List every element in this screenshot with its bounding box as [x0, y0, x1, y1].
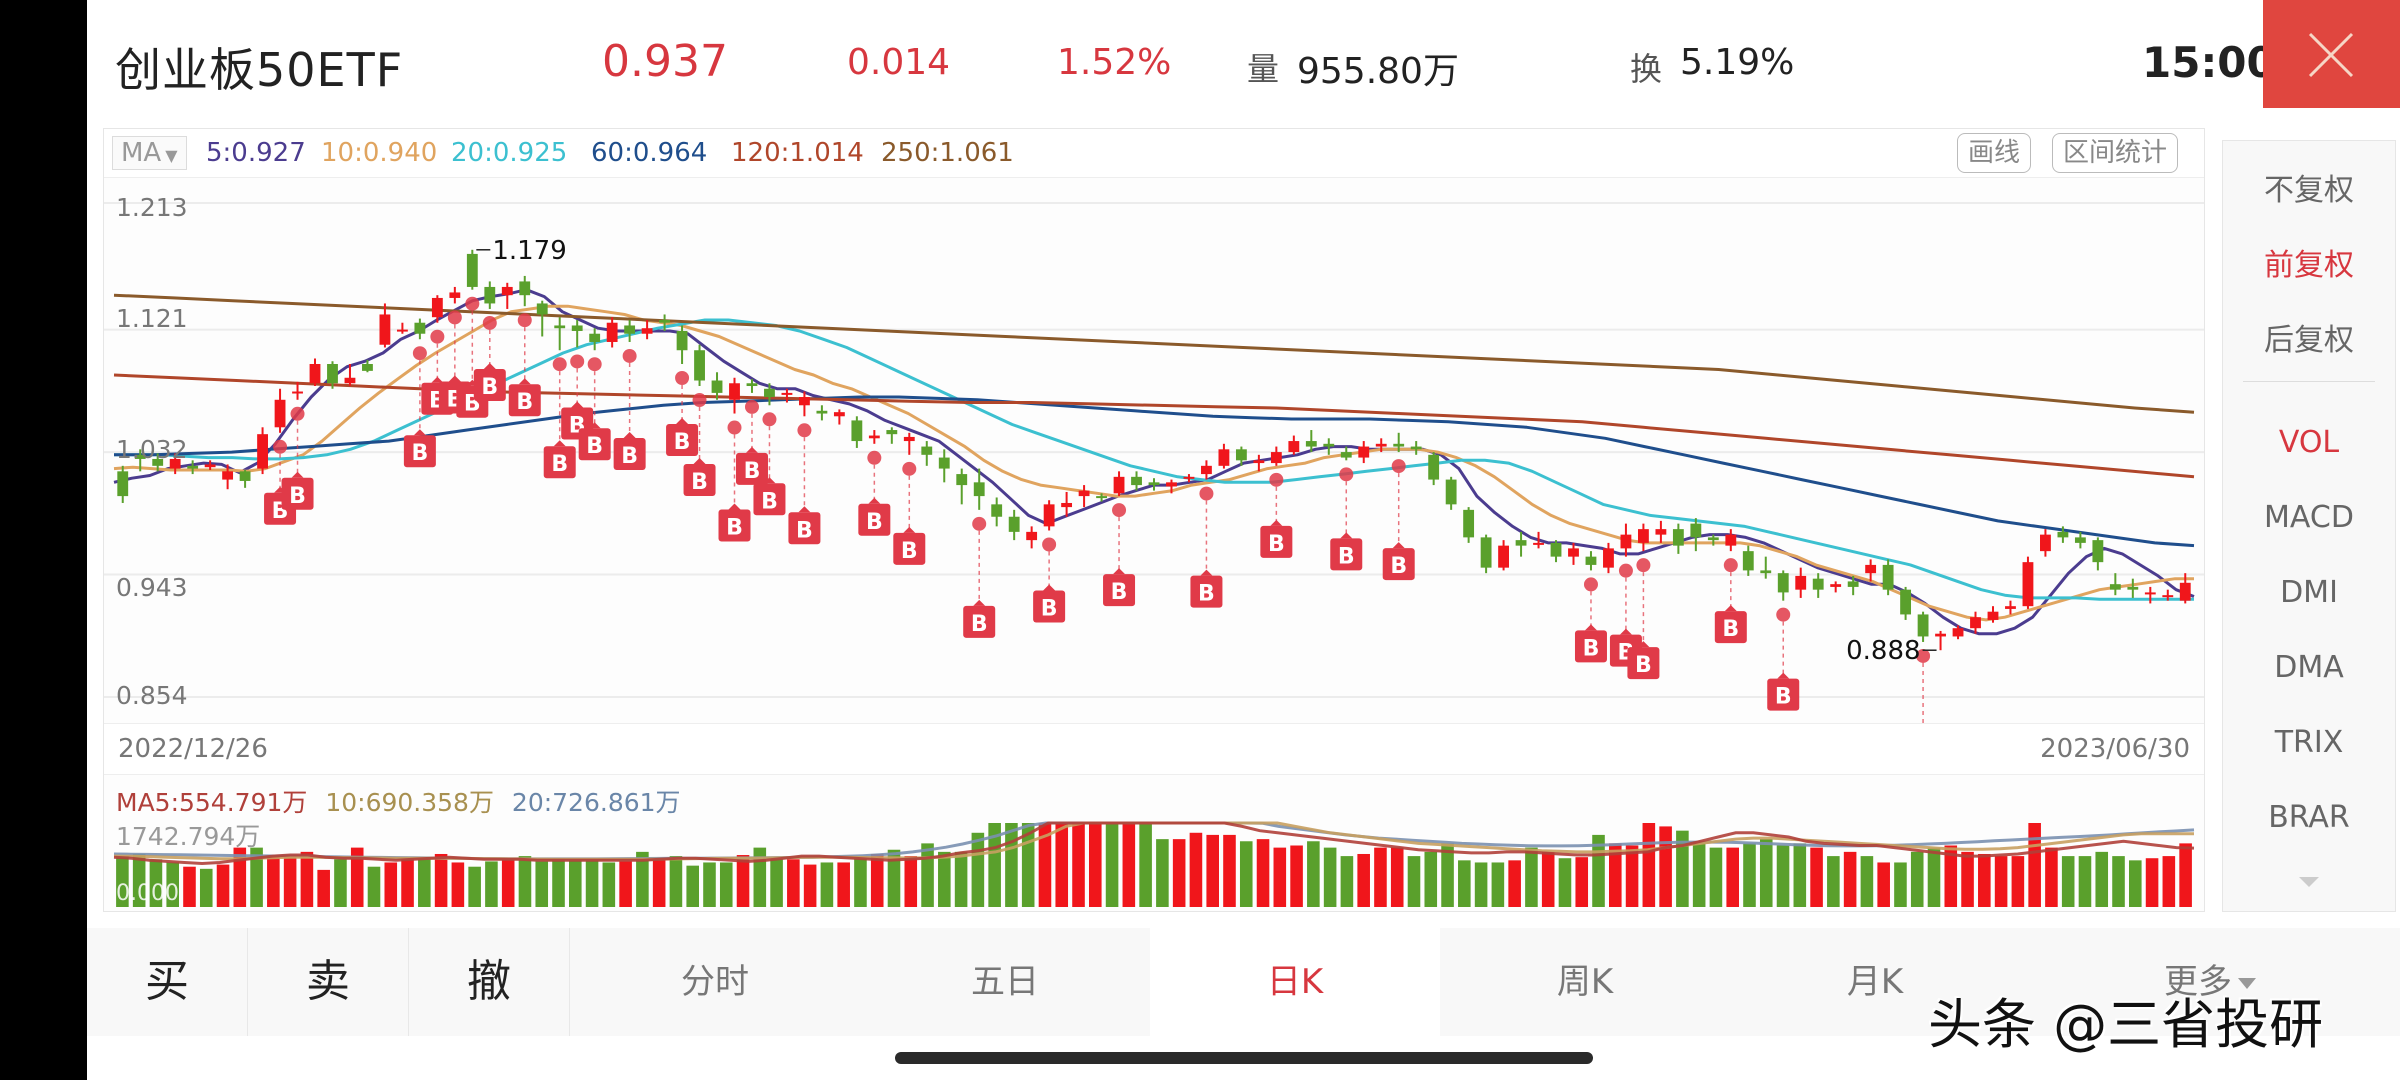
svg-text:B: B: [796, 518, 813, 543]
svg-text:B: B: [1635, 653, 1652, 678]
screen-edge: [0, 0, 87, 1080]
tab-daily-k[interactable]: 日K: [1150, 928, 1440, 1036]
svg-text:B: B: [411, 441, 428, 466]
tab-intraday[interactable]: 分时: [681, 962, 749, 1002]
svg-text:B: B: [1390, 554, 1407, 579]
svg-text:B: B: [1268, 532, 1285, 557]
tab-more[interactable]: 更多: [2020, 928, 2400, 1036]
caret-down-icon: [2238, 978, 2256, 989]
indicator-trix[interactable]: TRIX: [2274, 725, 2344, 760]
svg-text:0.888: 0.888: [1846, 636, 1920, 666]
svg-text:B: B: [1338, 544, 1355, 569]
vol-ma20: 20:726.861万: [511, 788, 681, 817]
price-chart[interactable]: BBBBBBBBBBBBBBBBBBBBBBBBBBBBBBBBB1.1790.…: [104, 177, 2204, 770]
svg-text:B: B: [1041, 596, 1058, 621]
svg-text:B: B: [1722, 617, 1739, 642]
draw-line-button[interactable]: 画线: [1957, 133, 2032, 173]
volume-ma-legend: MA5:554.791万 10:690.358万 20:726.861万: [116, 783, 681, 819]
date-axis: 2022/12/26 2023/06/30: [104, 723, 2204, 775]
home-indicator[interactable]: [895, 1052, 1593, 1064]
quote-header: 创业板50ETF 0.937 0.014 1.52% 量 955.80万 换 5…: [87, 0, 2400, 120]
y-tick-4: 0.943: [116, 573, 188, 602]
caret-down-icon: ▼: [165, 146, 178, 165]
volume-plot[interactable]: [104, 773, 2204, 911]
indicator-dmi[interactable]: DMI: [2280, 575, 2338, 610]
svg-text:B: B: [691, 470, 708, 495]
turnover-label: 换: [1630, 50, 1663, 88]
indicator-brar[interactable]: BRAR: [2268, 800, 2350, 835]
buy-button[interactable]: 买: [87, 928, 248, 1036]
adjust-none[interactable]: 不复权: [2264, 173, 2354, 208]
ma-legend-row: MA ▼ 5:0.927 10:0.940 20:0.925 60:0.964 120:1…: [104, 129, 2204, 178]
svg-text:B: B: [1198, 582, 1215, 607]
y-tick-2: 1.121: [116, 304, 188, 333]
ma-value-4: 120:1.014: [731, 138, 864, 168]
ma-value-5: 250:1.061: [881, 138, 1014, 168]
indicator-sidebar: 不复权 前复权 后复权 VOL MACD DMI DMA TRIX BRAR: [2222, 140, 2396, 912]
svg-text:B: B: [744, 459, 761, 484]
ma-value-0: 5:0.927: [206, 138, 306, 168]
last-price: 0.937: [602, 36, 728, 87]
svg-text:B: B: [866, 510, 883, 535]
turnover-value: 5.19%: [1680, 42, 1795, 83]
watermark: 头条 @三省投研: [1928, 993, 2324, 1056]
svg-text:B: B: [726, 516, 743, 541]
cancel-order-button[interactable]: 撤: [409, 928, 570, 1036]
tab-more-label: 更多: [2164, 962, 2232, 1002]
volume-label: 量: [1247, 50, 1280, 88]
ma-value-3: 60:0.964: [591, 138, 708, 168]
price-change-pct: 1.52%: [1057, 42, 1172, 83]
indicator-vol[interactable]: VOL: [2278, 425, 2340, 460]
svg-text:1.179: 1.179: [492, 236, 566, 266]
quote-time: 15:00: [2142, 38, 2276, 87]
close-button[interactable]: [2263, 0, 2400, 108]
y-tick-1: 1.213: [116, 193, 188, 222]
sidebar-divider: [2243, 381, 2375, 382]
date-end: 2023/06/30: [2040, 734, 2190, 764]
ma-value-1: 10:0.940: [321, 138, 438, 168]
indicator-dma[interactable]: DMA: [2274, 650, 2344, 685]
sell-button[interactable]: 卖: [248, 928, 409, 1036]
svg-text:B: B: [621, 444, 638, 469]
y-tick-5: 0.854: [116, 681, 188, 710]
adjust-backward[interactable]: 后复权: [2264, 323, 2354, 358]
range-stats-button[interactable]: 区间统计: [2052, 133, 2179, 173]
svg-text:B: B: [901, 539, 918, 564]
svg-text:B: B: [481, 375, 498, 400]
svg-text:B: B: [1583, 636, 1600, 661]
adjust-forward[interactable]: 前复权: [2264, 248, 2354, 283]
volume-value: 955.80万: [1297, 51, 1459, 92]
tab-five-day[interactable]: 五日: [971, 962, 1039, 1002]
vol-ma5: MA5:554.791万: [116, 788, 308, 817]
svg-text:B: B: [1111, 580, 1128, 605]
svg-text:B: B: [1775, 685, 1792, 710]
ma-value-2: 20:0.925: [451, 138, 568, 168]
ma-selector-label: MA: [121, 138, 162, 168]
close-icon: [2308, 32, 2354, 78]
vol-ma10: 10:690.358万: [325, 788, 494, 817]
y-tick-3: 1.032: [116, 435, 188, 464]
svg-text:B: B: [551, 452, 568, 477]
bottom-tab-bar: 买 卖 撤 分时 五日 日K 周K 月K 更多: [87, 928, 2400, 1036]
svg-text:B: B: [289, 484, 306, 509]
indicator-macd[interactable]: MACD: [2264, 500, 2354, 535]
svg-text:B: B: [761, 489, 778, 514]
candlestick-plot: BBBBBBBBBBBBBBBBBBBBBBBBBBBBBBBBB1.1790.…: [104, 202, 2204, 770]
ma-selector-button[interactable]: MA ▼: [112, 136, 187, 170]
tab-weekly-k[interactable]: 周K: [1556, 962, 1614, 1002]
date-start: 2022/12/26: [118, 734, 268, 764]
kline-chart-panel[interactable]: MA ▼ 5:0.927 10:0.940 20:0.925 60:0.964 120:1…: [103, 128, 2205, 912]
price-change: 0.014: [847, 42, 951, 83]
volume-zero-label: 0.000: [116, 881, 179, 906]
volume-max-label: 1742.794万: [116, 822, 261, 851]
security-name: 创业板50ETF: [115, 43, 404, 97]
svg-text:B: B: [971, 612, 988, 637]
tab-monthly-k[interactable]: 月K: [1846, 962, 1904, 1002]
svg-text:B: B: [586, 434, 603, 459]
svg-text:B: B: [674, 430, 691, 455]
svg-text:B: B: [516, 390, 533, 415]
scroll-down-icon[interactable]: [2299, 877, 2319, 887]
